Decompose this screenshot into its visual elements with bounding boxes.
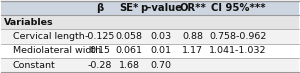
Text: 0.058: 0.058 (116, 32, 142, 41)
Text: Variables: Variables (4, 18, 53, 27)
Text: -0.28: -0.28 (88, 61, 112, 70)
Text: 0.70: 0.70 (151, 61, 172, 70)
Text: p-value: p-value (140, 3, 182, 13)
Text: -0.125: -0.125 (85, 32, 115, 41)
Text: 0.061: 0.061 (116, 46, 142, 55)
Text: 0.758-0.962: 0.758-0.962 (209, 32, 267, 41)
Bar (1, 15, 299, 29)
Text: β: β (96, 3, 103, 13)
Text: Mediolateral width: Mediolateral width (13, 46, 101, 55)
Text: 0.88: 0.88 (182, 32, 203, 41)
Text: 0.15: 0.15 (89, 46, 110, 55)
Text: 0.03: 0.03 (151, 32, 172, 41)
Text: SE*: SE* (119, 3, 139, 13)
Text: OR**: OR** (179, 3, 206, 13)
Text: 0.01: 0.01 (151, 46, 172, 55)
Text: 1.041-1.032: 1.041-1.032 (209, 46, 267, 55)
Bar (1, 44, 299, 58)
Bar (1, 29, 299, 44)
Text: Cervical length: Cervical length (13, 32, 84, 41)
Bar (1, 1, 299, 15)
Text: CI 95%***: CI 95%*** (211, 3, 266, 13)
Text: 1.68: 1.68 (118, 61, 140, 70)
Text: 1.17: 1.17 (182, 46, 203, 55)
Bar (1, 58, 299, 72)
Text: Constant: Constant (13, 61, 56, 70)
